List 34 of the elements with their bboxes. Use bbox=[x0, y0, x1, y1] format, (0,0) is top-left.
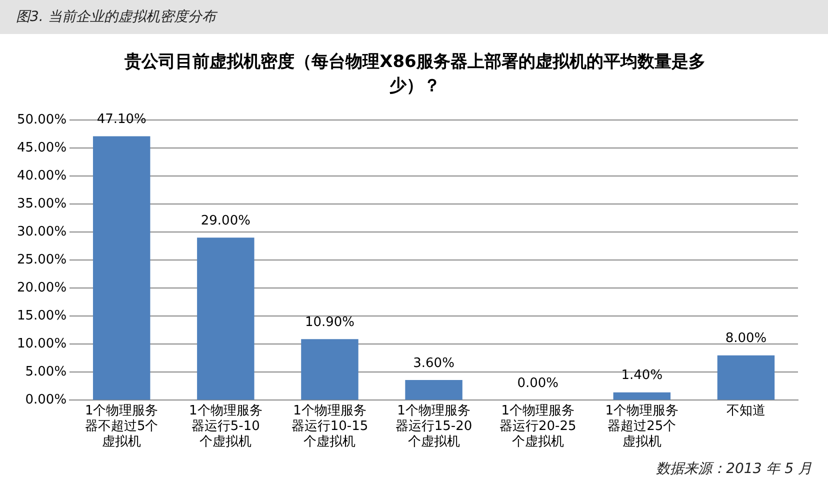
data-label: 47.10% bbox=[96, 112, 146, 128]
y-tick-label: 10.00% bbox=[16, 336, 67, 352]
x-tick-label: 1个物理服务器超过25个虚拟机 bbox=[605, 403, 679, 450]
bar bbox=[197, 238, 254, 400]
y-tick-label: 45.00% bbox=[16, 140, 67, 156]
data-label: 10.90% bbox=[304, 314, 355, 330]
x-tick-label: 1个物理服务器运行10-15个虚拟机 bbox=[291, 403, 368, 450]
data-label: 1.40% bbox=[621, 368, 663, 384]
data-label: 3.60% bbox=[413, 356, 454, 371]
bar bbox=[301, 339, 358, 400]
x-tick-label: 不知道 bbox=[726, 403, 766, 418]
y-tick-label: 20.00% bbox=[16, 280, 67, 296]
data-label: 0.00% bbox=[517, 376, 558, 392]
data-label: 8.00% bbox=[725, 331, 767, 346]
data-label: 29.00% bbox=[200, 214, 250, 229]
x-tick-label: 1个物理服务器运行15-20个虚拟机 bbox=[395, 403, 472, 450]
chart-title: 贵公司目前虚拟机密度（每台物理X86服务器上部署的虚拟机的平均数量是多少）？ bbox=[124, 51, 706, 98]
bar bbox=[613, 392, 671, 400]
y-tick-label: 30.00% bbox=[16, 224, 67, 240]
y-tick-label: 35.00% bbox=[16, 196, 67, 212]
y-tick-label: 40.00% bbox=[16, 168, 67, 184]
bar bbox=[92, 136, 150, 400]
x-tick-label: 1个物理服务器不超过5个虚拟机 bbox=[84, 403, 158, 450]
x-tick-label: 1个物理服务器运行5-10个虚拟机 bbox=[189, 403, 262, 450]
y-tick-label: 50.00% bbox=[16, 112, 67, 128]
y-tick-label: 15.00% bbox=[16, 308, 67, 324]
y-tick-label: 0.00% bbox=[25, 392, 67, 408]
bar bbox=[405, 380, 462, 400]
caption: 图3. 当前企业的虚拟机密度分布 bbox=[16, 8, 216, 26]
x-tick-label: 1个物理服务器运行20-25个虚拟机 bbox=[499, 403, 576, 450]
bar bbox=[717, 355, 775, 400]
y-tick-label: 5.00% bbox=[25, 364, 67, 380]
source-note: 数据来源：2013 年 5 月 bbox=[656, 460, 812, 478]
y-tick-label: 25.00% bbox=[16, 252, 67, 268]
